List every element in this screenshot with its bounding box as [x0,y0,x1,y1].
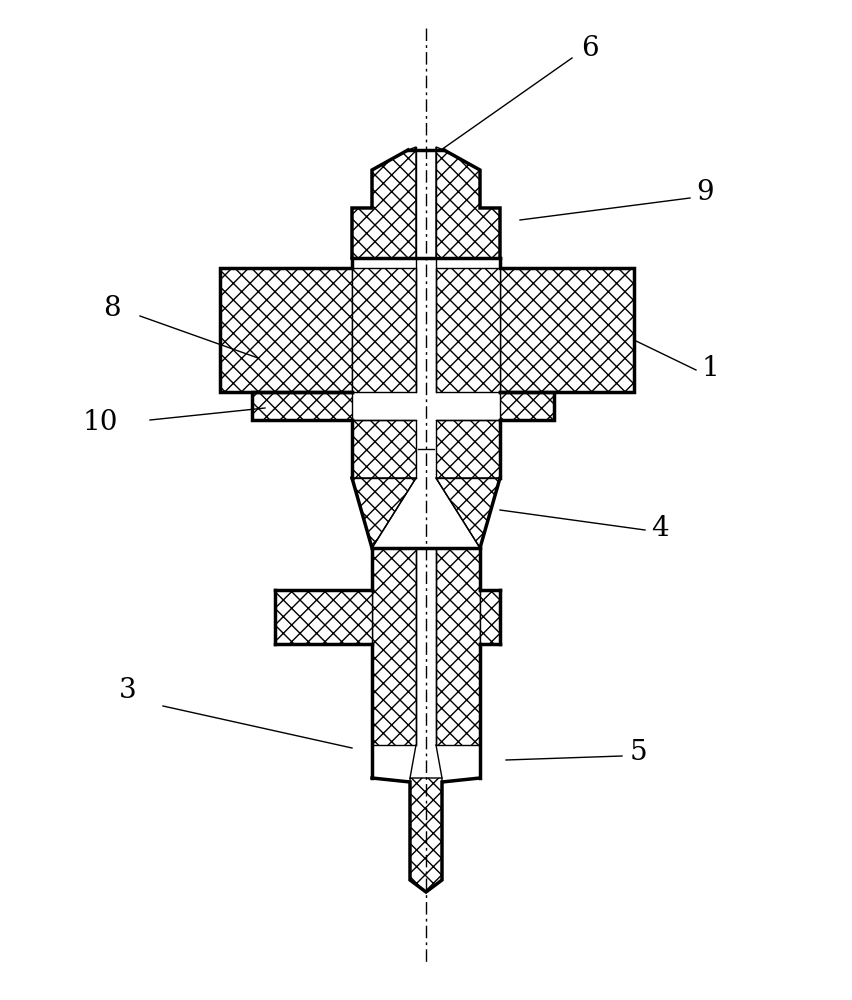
Text: 10: 10 [83,408,118,436]
Text: 5: 5 [629,738,647,766]
Text: 8: 8 [103,294,121,322]
Text: 9: 9 [696,178,714,206]
Polygon shape [352,478,416,548]
Text: 6: 6 [581,34,599,62]
Polygon shape [275,590,372,644]
Polygon shape [352,268,416,392]
Polygon shape [352,147,416,258]
Polygon shape [372,548,416,745]
Polygon shape [410,778,442,892]
Polygon shape [436,478,500,548]
Text: 4: 4 [651,514,669,542]
Polygon shape [436,548,480,745]
Text: 1: 1 [701,355,719,381]
Text: 3: 3 [119,676,137,704]
Polygon shape [436,420,500,478]
Polygon shape [352,420,416,478]
Polygon shape [500,268,634,392]
Polygon shape [220,268,352,392]
Polygon shape [480,590,500,644]
Polygon shape [252,392,352,420]
Polygon shape [500,392,554,420]
Polygon shape [436,147,500,258]
Polygon shape [436,268,500,392]
